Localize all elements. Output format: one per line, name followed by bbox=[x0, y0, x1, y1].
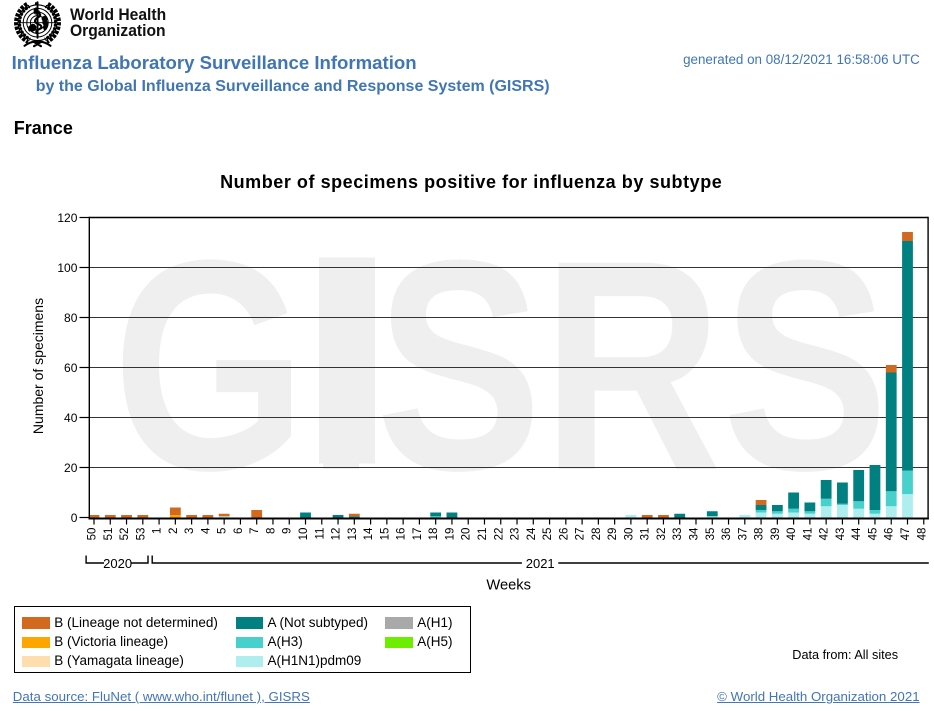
svg-text:26: 26 bbox=[558, 528, 570, 541]
svg-text:6: 6 bbox=[233, 528, 245, 534]
svg-text:10: 10 bbox=[298, 528, 310, 541]
svg-text:29: 29 bbox=[607, 528, 619, 541]
svg-text:60: 60 bbox=[64, 361, 78, 375]
svg-text:20: 20 bbox=[461, 528, 473, 541]
svg-text:5: 5 bbox=[217, 528, 229, 534]
svg-text:8: 8 bbox=[265, 528, 277, 534]
svg-text:35: 35 bbox=[705, 528, 717, 541]
svg-text:47: 47 bbox=[900, 528, 912, 541]
svg-text:32: 32 bbox=[656, 528, 668, 541]
svg-text:80: 80 bbox=[64, 311, 78, 325]
svg-text:GISRS: GISRS bbox=[113, 198, 889, 533]
svg-text:14: 14 bbox=[363, 527, 375, 540]
svg-text:120: 120 bbox=[57, 211, 77, 225]
svg-text:43: 43 bbox=[835, 528, 847, 541]
svg-text:18: 18 bbox=[428, 528, 440, 541]
svg-text:46: 46 bbox=[884, 528, 896, 541]
svg-text:21: 21 bbox=[477, 528, 489, 541]
svg-text:0: 0 bbox=[71, 511, 78, 525]
svg-text:52: 52 bbox=[119, 528, 131, 541]
svg-text:1: 1 bbox=[152, 528, 164, 534]
svg-text:15: 15 bbox=[379, 528, 391, 541]
svg-text:11: 11 bbox=[314, 528, 326, 540]
svg-text:17: 17 bbox=[412, 528, 424, 541]
svg-text:30: 30 bbox=[623, 528, 635, 541]
svg-text:12: 12 bbox=[331, 528, 343, 541]
svg-text:3: 3 bbox=[184, 528, 196, 534]
svg-text:25: 25 bbox=[542, 528, 554, 541]
svg-text:20: 20 bbox=[64, 461, 78, 475]
svg-text:50: 50 bbox=[87, 528, 99, 541]
svg-text:36: 36 bbox=[721, 528, 733, 541]
svg-text:33: 33 bbox=[672, 528, 684, 541]
svg-text:31: 31 bbox=[640, 528, 652, 541]
svg-text:4: 4 bbox=[200, 527, 212, 534]
svg-text:53: 53 bbox=[135, 528, 147, 541]
svg-text:40: 40 bbox=[786, 528, 798, 541]
svg-text:Number of specimens: Number of specimens bbox=[30, 298, 46, 434]
svg-text:22: 22 bbox=[493, 528, 505, 541]
svg-text:40: 40 bbox=[64, 411, 78, 425]
svg-text:2021: 2021 bbox=[526, 556, 555, 571]
svg-text:100: 100 bbox=[57, 261, 77, 275]
svg-text:48: 48 bbox=[916, 528, 928, 541]
svg-text:13: 13 bbox=[347, 528, 359, 541]
svg-text:24: 24 bbox=[526, 527, 538, 540]
svg-text:44: 44 bbox=[851, 527, 863, 540]
svg-text:27: 27 bbox=[575, 528, 587, 541]
svg-text:Number of specimens positive f: Number of specimens positive for influen… bbox=[220, 172, 722, 192]
svg-text:19: 19 bbox=[444, 528, 456, 541]
svg-text:39: 39 bbox=[770, 528, 782, 541]
svg-text:7: 7 bbox=[249, 528, 261, 534]
svg-text:37: 37 bbox=[737, 528, 749, 541]
svg-text:41: 41 bbox=[802, 528, 814, 541]
svg-text:51: 51 bbox=[103, 528, 115, 541]
svg-text:2020: 2020 bbox=[103, 556, 132, 571]
svg-text:16: 16 bbox=[396, 528, 408, 541]
svg-text:45: 45 bbox=[867, 528, 879, 541]
svg-text:Weeks: Weeks bbox=[486, 577, 531, 593]
svg-text:2: 2 bbox=[168, 528, 180, 534]
svg-text:28: 28 bbox=[591, 528, 603, 541]
svg-text:38: 38 bbox=[754, 528, 766, 541]
svg-text:23: 23 bbox=[510, 528, 522, 541]
svg-text:34: 34 bbox=[688, 527, 700, 540]
svg-text:9: 9 bbox=[282, 528, 294, 534]
svg-text:42: 42 bbox=[819, 528, 831, 541]
